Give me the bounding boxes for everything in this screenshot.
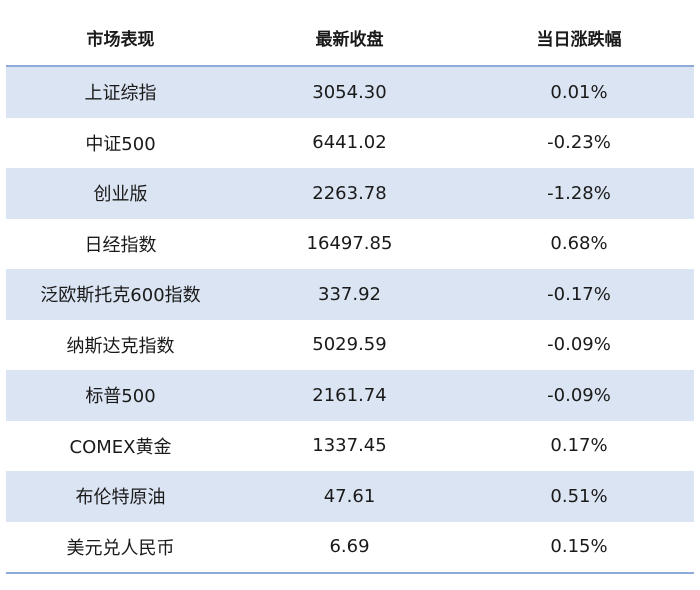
header-daily-change: 当日涨跌幅 <box>464 10 694 67</box>
table-body: 上证综指 3054.30 0.01% 中证500 6441.02 -0.23% … <box>6 66 694 574</box>
cell-market: 日经指数 <box>84 234 157 256</box>
table-row: COMEX黄金 1337.45 0.17% <box>6 421 694 472</box>
cell-change: 0.51% <box>464 471 694 522</box>
cell-market: 创业版 <box>6 168 235 219</box>
cell-close: 1337.45 <box>312 435 387 457</box>
table-row: 泛欧斯托克600指数 337.92 -0.17% <box>6 269 694 320</box>
table-header: 市场表现 最新收盘 当日涨跌幅 <box>6 10 694 67</box>
table-row: 日经指数 16497.85 0.68% <box>6 219 694 270</box>
cell-close: 47.61 <box>235 471 464 522</box>
cell-close: 2263.78 <box>235 168 464 219</box>
cell-close: 6.69 <box>235 521 464 574</box>
table-row: 布伦特原油 47.61 0.51% <box>6 471 694 522</box>
cell-close: 6441.02 <box>312 132 387 154</box>
header-market: 市场表现 <box>6 10 235 67</box>
cell-market: 布伦特原油 <box>6 471 235 522</box>
cell-change: 0.68% <box>550 233 608 255</box>
cell-close: 5029.59 <box>312 334 387 356</box>
table-row: 创业版 2263.78 -1.28% <box>6 168 694 219</box>
header-row: 市场表现 最新收盘 当日涨跌幅 <box>6 10 694 67</box>
cell-close: 337.92 <box>235 269 464 320</box>
cell-close: 2161.74 <box>235 370 464 421</box>
cell-market: 上证综指 <box>6 66 235 118</box>
cell-change: 0.01% <box>464 66 694 118</box>
table-row: 上证综指 3054.30 0.01% <box>6 66 694 118</box>
table-row: 纳斯达克指数 5029.59 -0.09% <box>6 320 694 371</box>
header-latest-close: 最新收盘 <box>235 10 464 67</box>
cell-market: 美元兑人民币 <box>6 521 235 574</box>
cell-market: COMEX黄金 <box>69 436 172 458</box>
cell-market: 纳斯达克指数 <box>66 335 175 357</box>
cell-close: 3054.30 <box>235 66 464 118</box>
cell-market: 标普500 <box>6 370 235 421</box>
cell-change: -0.17% <box>464 269 694 320</box>
cell-change: 0.17% <box>550 435 608 457</box>
cell-change: -1.28% <box>464 168 694 219</box>
market-performance-table: 市场表现 最新收盘 当日涨跌幅 上证综指 3054.30 0.01% 中证500… <box>6 10 694 574</box>
cell-change: -0.09% <box>547 334 611 356</box>
table-row: 中证500 6441.02 -0.23% <box>6 118 694 169</box>
table-row: 标普500 2161.74 -0.09% <box>6 370 694 421</box>
cell-change: -0.23% <box>547 132 611 154</box>
cell-close: 16497.85 <box>306 233 393 255</box>
cell-change: 0.15% <box>464 521 694 574</box>
cell-change: -0.09% <box>464 370 694 421</box>
cell-market: 中证500 <box>85 133 156 155</box>
cell-market: 泛欧斯托克600指数 <box>6 269 235 320</box>
market-table-container: 市场表现 最新收盘 当日涨跌幅 上证综指 3054.30 0.01% 中证500… <box>6 10 694 574</box>
table-row: 美元兑人民币 6.69 0.15% <box>6 521 694 574</box>
